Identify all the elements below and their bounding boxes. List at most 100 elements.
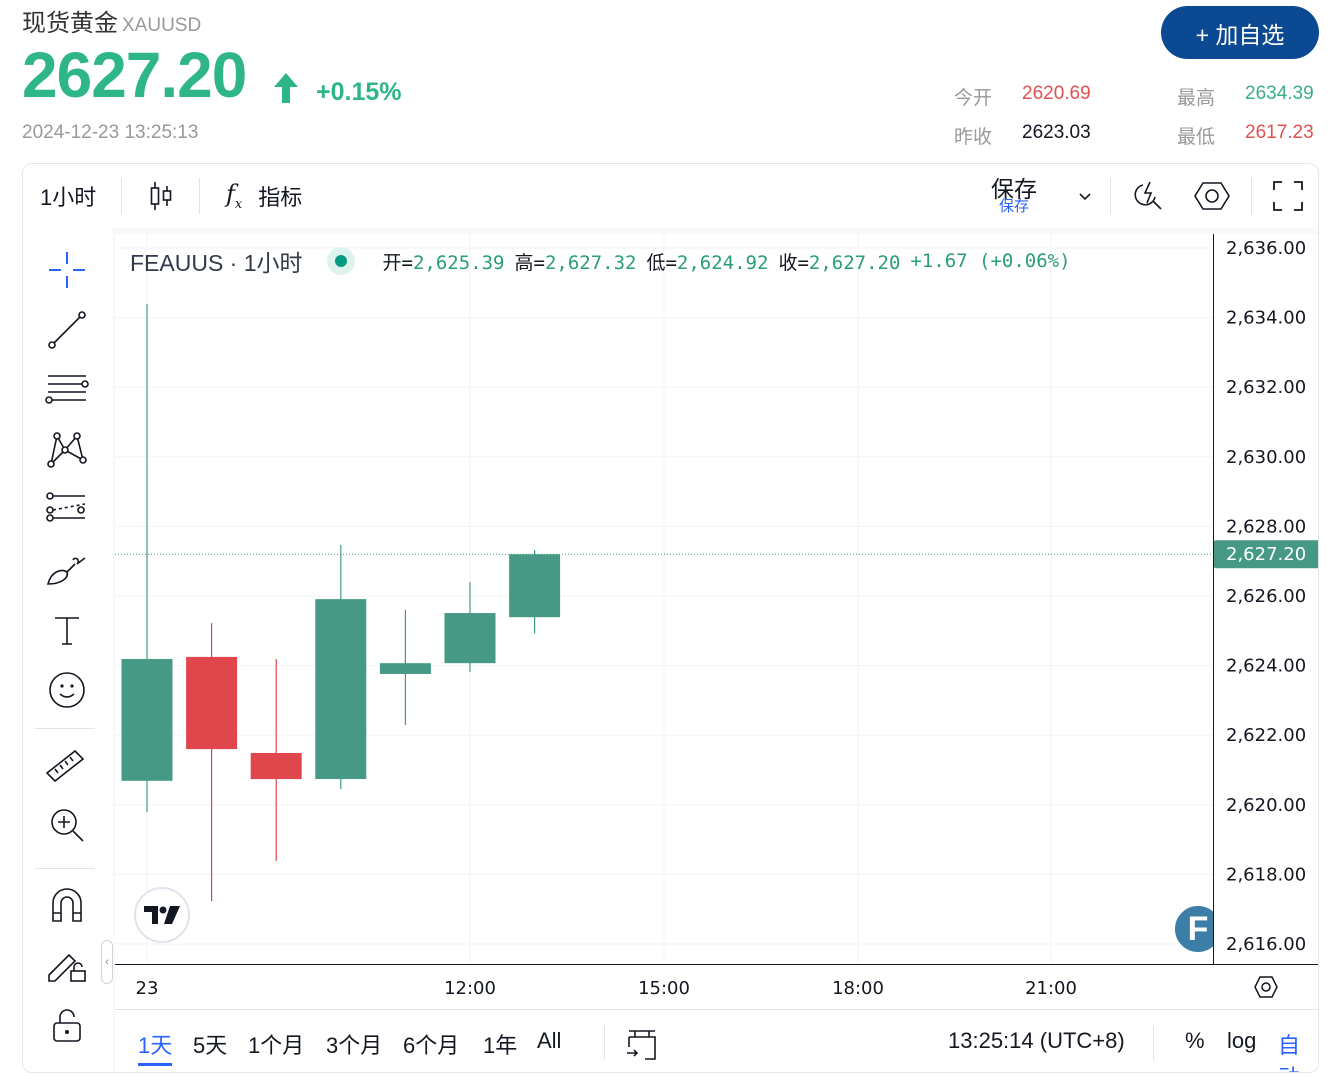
save-sublabel: 保存 — [998, 198, 1029, 215]
magnet-tool[interactable] — [45, 883, 89, 927]
legend-high-label: 高= — [514, 251, 545, 274]
candle-11:00[interactable] — [379, 609, 431, 726]
candle-08:00[interactable] — [186, 623, 238, 902]
arrow-up-icon — [274, 73, 298, 103]
legend-low-label: 低= — [646, 251, 677, 274]
stat-low-label: 最低 — [1177, 127, 1216, 148]
candle-body — [121, 658, 173, 781]
save-button[interactable]: 保存 保存 — [991, 164, 1037, 228]
fullscreen-button[interactable] — [1273, 164, 1303, 228]
stat-high-value: 2634.39 — [1245, 83, 1314, 104]
drawing-toolbar — [23, 228, 113, 1072]
stat-open-value: 2620.69 — [1022, 83, 1091, 104]
ruler-tool[interactable] — [45, 743, 89, 787]
log-toggle[interactable]: log — [1227, 1028, 1257, 1053]
x-tick-label: 12:00 — [444, 978, 496, 999]
x-tick-label: 21:00 — [1025, 978, 1077, 999]
lock-drawing-icon — [48, 953, 86, 982]
indicators-label: 指标 — [258, 185, 303, 210]
x-tick-label: 18:00 — [832, 978, 884, 999]
fib-tool[interactable] — [45, 368, 89, 412]
settings-icon — [1194, 182, 1230, 210]
y-tick-label: 2,620.00 — [1226, 795, 1306, 816]
lock-drawings-tool[interactable] — [45, 943, 89, 987]
range-0[interactable]: 1天 — [138, 1028, 173, 1066]
interval-button[interactable]: 1小时 — [40, 185, 97, 210]
y-tick-label: 2,636.00 — [1226, 238, 1306, 259]
brush-tool[interactable] — [45, 548, 89, 592]
legend-open: 2,625.39 — [412, 251, 505, 274]
clock[interactable]: 13:25:14 (UTC+8) — [948, 1028, 1125, 1053]
legend-close: 2,627.20 — [808, 251, 901, 274]
range-4[interactable]: 6个月 — [403, 1033, 460, 1058]
candle-body — [315, 599, 367, 780]
x-tick-label: 23 — [136, 978, 159, 999]
goto-date-button[interactable] — [625, 1027, 659, 1066]
bottom-bar: 1天 5天 1个月 3个月 6个月 1年 All 13:25:14 (UTC+8) % lo… — [115, 1009, 1318, 1072]
quick-search-button[interactable] — [1131, 164, 1165, 228]
divider — [35, 868, 95, 869]
axis-settings-button[interactable] — [1253, 975, 1279, 1004]
candle-body — [444, 613, 496, 664]
chevron-down-icon — [1079, 193, 1091, 201]
fib-icon — [45, 375, 89, 404]
timestamp: 2024-12-23 13:25:13 — [22, 122, 199, 143]
legend-open-label: 开= — [382, 251, 413, 274]
save-menu-button[interactable] — [1078, 164, 1092, 228]
brush-icon — [46, 557, 86, 585]
pattern-tool[interactable] — [45, 428, 89, 472]
candle-body — [509, 554, 561, 618]
range-3[interactable]: 3个月 — [326, 1033, 383, 1058]
y-tick-label: 2,616.00 — [1226, 934, 1306, 955]
chart-type-button[interactable] — [149, 164, 173, 228]
range-5[interactable]: 1年 — [483, 1033, 518, 1058]
stat-low-value: 2617.23 — [1245, 122, 1314, 143]
tradingview-logo[interactable] — [134, 887, 190, 943]
projection-tool[interactable] — [45, 488, 89, 532]
candle-09:00[interactable] — [250, 658, 302, 862]
price-axis[interactable]: 2,636.00 2,634.00 2,632.00 2,630.00 2,628.00… — [1213, 234, 1318, 1009]
candle-13:00[interactable] — [509, 550, 561, 634]
crosshair-tool[interactable] — [45, 248, 89, 292]
indicators-button[interactable]: fx 指标 — [226, 164, 302, 228]
calendar-goto-icon — [627, 1030, 656, 1060]
candle-12:00[interactable] — [444, 582, 496, 672]
stat-high-label: 最高 — [1177, 88, 1216, 109]
range-1[interactable]: 5天 — [193, 1033, 228, 1058]
candle-10:00[interactable] — [315, 544, 367, 790]
trend-line-tool[interactable] — [45, 308, 89, 352]
price-change: +0.15% — [316, 78, 402, 106]
percent-toggle[interactable]: % — [1185, 1028, 1205, 1053]
range-2[interactable]: 1个月 — [248, 1033, 305, 1058]
candles-icon — [150, 182, 172, 210]
text-icon — [55, 617, 79, 645]
instrument-title: 现货黄金 XAUUSD — [22, 3, 201, 38]
collapse-toolbar-button[interactable]: ‹ — [101, 940, 113, 984]
chart-widget: 1小时 fx 指标 保存 保存 FEAUUS · 1小时 开=2,625.39 高=… — [22, 163, 1319, 1073]
candle-07:00[interactable] — [121, 304, 173, 813]
fx-icon: fx — [226, 180, 243, 212]
time-axis[interactable]: 23 12:00 15:00 18:00 21:00 — [115, 964, 1318, 1009]
range-6[interactable]: All — [537, 1028, 562, 1053]
y-tick-label: 2,634.00 — [1226, 308, 1306, 329]
chart-pane[interactable]: FEAUUS · 1小时 开=2,625.39 高=2,627.32 低=2,6… — [115, 234, 1223, 964]
zoom-tool[interactable] — [45, 803, 89, 847]
unlock-icon — [53, 1009, 81, 1042]
candle-body — [250, 752, 302, 780]
chart-legend: FEAUUS · 1小时 开=2,625.39 高=2,627.32 低=2,6… — [130, 244, 1071, 278]
auto-scale-toggle[interactable]: 自动 — [1278, 1033, 1301, 1072]
emoji-icon — [49, 672, 85, 708]
emoji-tool[interactable] — [45, 668, 89, 712]
x-tick-label: 15:00 — [638, 978, 690, 999]
last-price-marker — [1214, 540, 1318, 569]
zoom-in-icon — [51, 809, 84, 842]
magnet-icon — [52, 888, 82, 922]
symbol-code: XAUUSD — [122, 15, 202, 36]
stat-open-label: 今开 — [954, 88, 993, 109]
text-tool[interactable] — [45, 608, 89, 652]
unlock-tool[interactable] — [45, 1003, 89, 1047]
divider — [35, 728, 95, 729]
market-status-icon — [326, 247, 355, 275]
add-watchlist-button[interactable]: + 加自选 — [1161, 6, 1319, 59]
settings-button[interactable] — [1194, 164, 1230, 228]
